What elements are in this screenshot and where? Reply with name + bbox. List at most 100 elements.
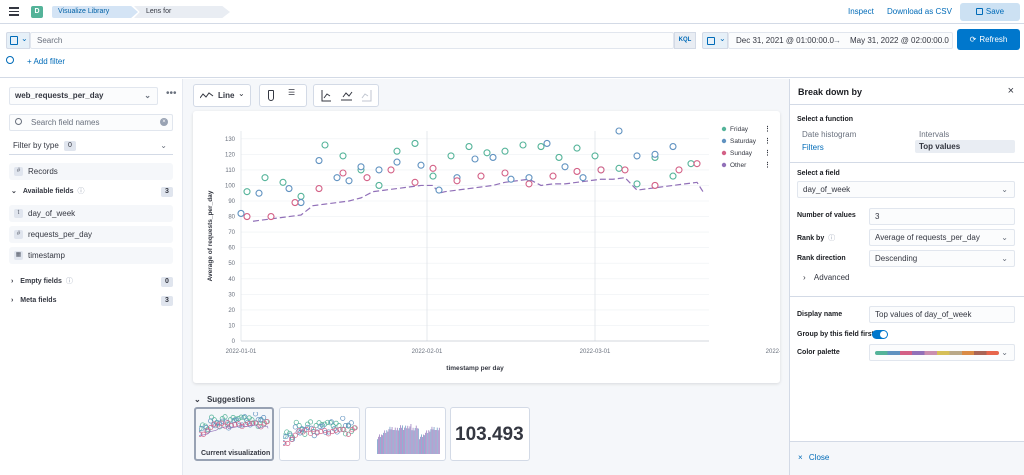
thumb-bar (391, 427, 393, 454)
y-tick-label: 30 (228, 292, 235, 298)
download-csv-link[interactable]: Download as CSV (887, 7, 952, 16)
refresh-button[interactable]: ⟳ Refresh (957, 29, 1020, 50)
saved-query-button[interactable]: ⌄ (6, 32, 30, 49)
legend-item-friday[interactable]: Friday (730, 126, 749, 133)
start-date[interactable]: Dec 31, 2021 @ 01:00:00.0 (736, 36, 834, 45)
thumb-point (304, 427, 310, 433)
thumb-bar (421, 434, 422, 454)
suggestion-metric[interactable]: 103.493 (450, 407, 530, 461)
thumb-bar (383, 432, 384, 454)
legend-swatch (721, 150, 727, 156)
field-requests-per-day[interactable]: # requests_per_day (9, 226, 173, 243)
thumb-point (242, 414, 248, 420)
thumb-point (239, 422, 245, 428)
empty-count-badge: 0 (161, 277, 173, 287)
suggestion-thumbnail (283, 416, 358, 446)
color-palette-select[interactable]: ⌄ (869, 344, 1015, 361)
rank-by-label: Rank by ⓘ (797, 233, 835, 243)
data-point-friday (483, 149, 491, 157)
legend-actions-icon[interactable]: ⋮ (764, 137, 771, 145)
field-search-input[interactable]: Search field names × (9, 114, 173, 131)
field-search-placeholder: Search field names (31, 118, 100, 127)
thumb-bar (380, 437, 381, 454)
bottom-axis-icon[interactable] (341, 90, 353, 102)
legend-item-saturday[interactable]: Saturday (730, 138, 757, 145)
legend-actions-icon[interactable]: ⋮ (764, 161, 771, 169)
thumb-bar (392, 430, 394, 454)
suggestion-line[interactable] (279, 407, 360, 461)
legend-actions-icon[interactable]: ⋮ (764, 149, 771, 157)
data-point-friday (555, 153, 563, 161)
available-fields-header[interactable]: ⌄ Available fields ⓘ 3 (11, 186, 173, 198)
kql-button[interactable]: KQL (674, 32, 696, 49)
advanced-toggle[interactable]: › Advanced (803, 273, 850, 282)
suggestion-current[interactable]: Current visualization (194, 407, 274, 461)
display-name-input[interactable]: Top values of day_of_week (869, 306, 1015, 323)
thumb-bar (426, 430, 428, 454)
filter-by-type-button[interactable]: Filter by type 0 ⌄ (9, 137, 173, 155)
function-filters[interactable]: Filters (802, 143, 824, 152)
legend-item-other[interactable]: Other (730, 162, 747, 169)
number-of-values-input[interactable]: 3 (869, 208, 1015, 225)
data-point-friday (279, 178, 287, 186)
close-icon[interactable]: × (1007, 85, 1014, 97)
date-type-icon: ▦ (14, 251, 23, 260)
add-filter-button[interactable]: + Add filter (27, 57, 66, 66)
legend-actions-icon[interactable]: ⋮ (764, 125, 771, 133)
thumb-bar (415, 425, 417, 454)
inspect-link[interactable]: Inspect (848, 7, 874, 16)
chevron-down-icon: ⌄ (160, 141, 167, 150)
search-input[interactable]: Search (30, 32, 674, 49)
thumb-bar (379, 434, 380, 454)
rank-by-select[interactable]: Average of requests_per_day ⌄ (869, 229, 1015, 246)
thumb-point (340, 416, 346, 421)
group-first-toggle[interactable] (872, 330, 888, 339)
chevron-down-icon: ⌄ (238, 89, 245, 98)
date-quick-menu-button[interactable]: ⌄ (702, 32, 728, 49)
thumb-point (283, 439, 286, 446)
filter-by-type-label: Filter by type (13, 141, 59, 150)
menu-icon[interactable] (9, 7, 19, 16)
data-point-saturday (435, 186, 443, 194)
meta-fields-header[interactable]: › Meta fields 3 (11, 295, 173, 307)
legend-icon[interactable]: ☰ (288, 88, 296, 97)
thumb-bar (403, 430, 404, 454)
suggestions-header[interactable]: ⌄ Suggestions (194, 395, 255, 404)
legend-swatch (721, 162, 727, 168)
save-button[interactable]: Save (960, 3, 1020, 21)
thumb-point (200, 422, 206, 428)
legend-item-sunday[interactable]: Sunday (730, 150, 753, 157)
records-field[interactable]: # Records (9, 163, 173, 180)
function-date-histogram[interactable]: Date histogram (802, 130, 857, 139)
thumb-point (320, 423, 326, 429)
data-point-friday (429, 172, 437, 180)
thumb-bar (377, 439, 378, 454)
available-fields-label: Available fields (22, 188, 74, 195)
y-tick-label: 40 (228, 277, 235, 283)
data-point-saturday (285, 185, 293, 193)
index-pattern-select[interactable]: web_requests_per_day ⌄ (9, 87, 158, 105)
filter-options-icon[interactable] (6, 56, 14, 64)
space-avatar[interactable]: D (31, 6, 43, 18)
brush-icon[interactable] (268, 90, 274, 101)
breadcrumb-visualize-library[interactable]: Visualize Library (52, 6, 138, 18)
close-footer-button[interactable]: × Close (798, 453, 829, 462)
empty-fields-label: Empty fields (20, 278, 62, 285)
empty-fields-header[interactable]: › Empty fields ⓘ 0 (11, 276, 173, 288)
field-select[interactable]: day_of_week ⌄ (797, 181, 1015, 198)
function-top-values[interactable]: Top values (915, 140, 1015, 153)
rank-direction-select[interactable]: Descending ⌄ (869, 250, 1015, 267)
clear-search-icon[interactable]: × (160, 118, 168, 126)
right-axis-icon[interactable] (361, 90, 373, 102)
thumb-bar (427, 433, 429, 454)
thumb-bar (382, 435, 383, 454)
end-date[interactable]: May 31, 2022 @ 02:00:00.0 (850, 36, 949, 45)
field-timestamp[interactable]: ▦ timestamp (9, 247, 173, 264)
left-axis-icon[interactable] (320, 90, 332, 102)
suggestion-bar[interactable] (365, 407, 446, 461)
more-options-icon[interactable]: ••• (166, 88, 177, 99)
field-day-of-week[interactable]: t day_of_week (9, 205, 173, 222)
function-intervals[interactable]: Intervals (919, 130, 950, 139)
date-range-picker[interactable]: Dec 31, 2021 @ 01:00:00.0 → May 31, 2022… (728, 32, 953, 49)
chart-type-select[interactable]: Line ⌄ (193, 84, 251, 107)
